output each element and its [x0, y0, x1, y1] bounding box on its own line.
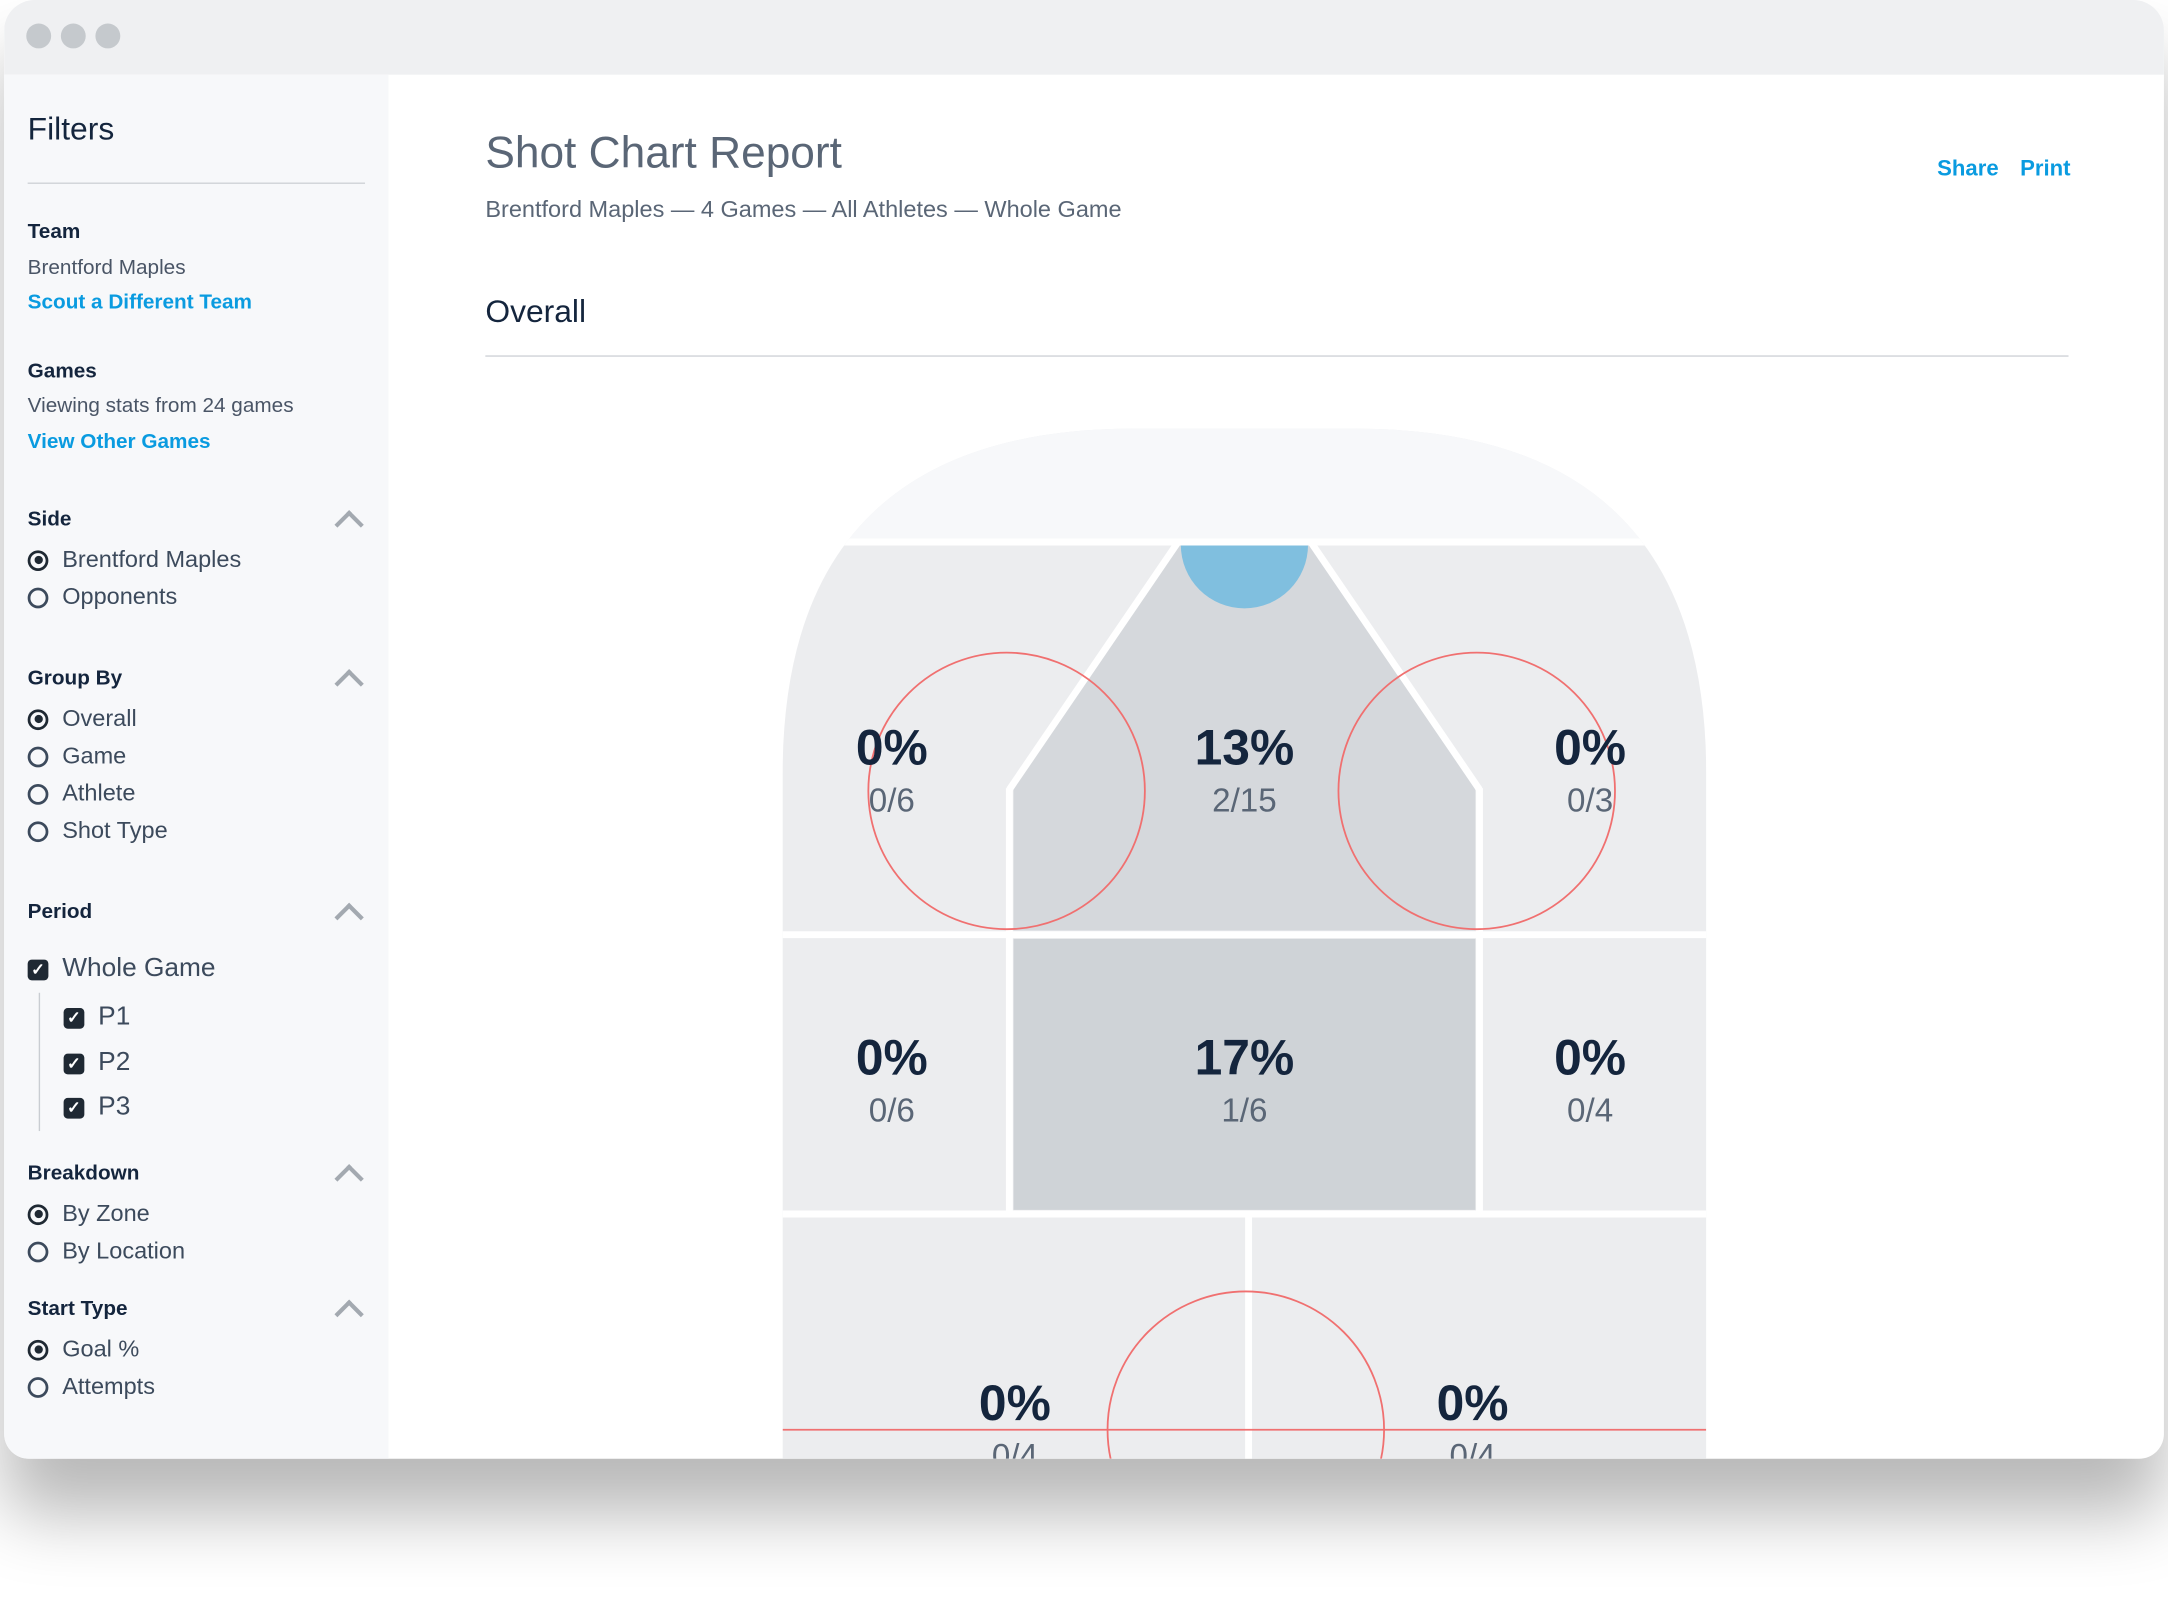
- zone-upper-slot-percentage: 13%: [1195, 720, 1295, 776]
- filters-title: Filters: [27, 110, 115, 147]
- radio-icon: [27, 586, 49, 608]
- view-other-games-link[interactable]: View Other Games: [27, 430, 211, 454]
- radio-by-zone[interactable]: By Zone: [27, 1200, 150, 1228]
- zone-slot[interactable]: [1013, 938, 1476, 1210]
- checkbox-p3[interactable]: ✓ P3: [63, 1092, 131, 1122]
- close-window-button[interactable]: [26, 23, 52, 49]
- checkbox-whole-game[interactable]: ✓ Whole Game: [27, 954, 216, 984]
- page-title: Shot Chart Report: [485, 127, 842, 177]
- checkbox-p1[interactable]: ✓ P1: [63, 1002, 131, 1032]
- radio-goal-pct[interactable]: Goal %: [27, 1335, 140, 1364]
- maximize-window-button[interactable]: [95, 23, 121, 49]
- option-label: Overall: [62, 705, 137, 732]
- checkbox-checked-icon: ✓: [63, 1007, 85, 1029]
- zone-point-right-percentage: 0%: [1437, 1375, 1509, 1431]
- radio-group-athlete[interactable]: Athlete: [27, 779, 136, 808]
- zone-mid-left-percentage: 0%: [856, 1029, 928, 1085]
- option-label: By Zone: [62, 1200, 150, 1227]
- option-label: Opponents: [62, 583, 178, 610]
- zone-point-left-attempts: 0/4: [992, 1438, 1038, 1459]
- share-button[interactable]: Share: [1937, 157, 1999, 182]
- option-label: P2: [98, 1048, 131, 1078]
- checkbox-checked-icon: ✓: [63, 1097, 85, 1118]
- filters-sidebar: Filters Team Brentford Maples Scout a Di…: [4, 74, 389, 1459]
- checkbox-p2[interactable]: ✓ P2: [63, 1048, 131, 1078]
- title-bar: [4, 0, 2164, 75]
- faceoff-circle-right: [1337, 651, 1616, 931]
- option-label: Shot Type: [62, 817, 168, 844]
- radio-icon: [27, 745, 49, 767]
- radio-by-location[interactable]: By Location: [27, 1237, 186, 1266]
- goal-crease: [1180, 544, 1309, 609]
- minimize-window-button[interactable]: [60, 23, 86, 49]
- zone-upper-left-percentage: 0%: [856, 720, 928, 776]
- zone-slot-attempts: 1/6: [1221, 1092, 1267, 1129]
- checkbox-checked-icon: ✓: [63, 1052, 85, 1074]
- games-value: Viewing stats from 24 games: [27, 394, 294, 418]
- radio-selected-icon: [27, 1339, 49, 1360]
- zone-upper-left-attempts: 0/6: [869, 783, 915, 820]
- radio-selected-icon: [27, 708, 49, 730]
- option-label: By Location: [62, 1237, 186, 1264]
- radio-attempts[interactable]: Attempts: [27, 1373, 155, 1401]
- section-title: Overall: [485, 293, 587, 330]
- checkbox-checked-icon: ✓: [27, 958, 49, 980]
- option-label: Athlete: [62, 779, 136, 807]
- zone-upper-slot[interactable]: [1013, 544, 1476, 931]
- group-by-label: Group By: [27, 666, 123, 690]
- faceoff-circle-left: [867, 651, 1146, 931]
- app-window: Filters Team Brentford Maples Scout a Di…: [4, 0, 2164, 1459]
- radio-selected-icon: [27, 549, 49, 571]
- radio-selected-icon: [27, 1203, 49, 1225]
- radio-icon: [27, 820, 49, 842]
- divider: [27, 182, 366, 184]
- games-label: Games: [27, 359, 97, 384]
- zone-mid-right-attempts: 0/4: [1567, 1092, 1613, 1129]
- option-label: Whole Game: [62, 954, 216, 984]
- tree-line: [38, 992, 41, 1132]
- zone-point-left-percentage: 0%: [979, 1375, 1051, 1431]
- option-label: Game: [62, 742, 127, 769]
- start-type-label: Start Type: [27, 1296, 128, 1321]
- zone-upper-right-attempts: 0/3: [1567, 783, 1613, 820]
- option-label: Attempts: [62, 1373, 155, 1400]
- zone-slot-percentage: 17%: [1195, 1029, 1295, 1085]
- radio-group-game[interactable]: Game: [27, 742, 127, 771]
- print-button[interactable]: Print: [2020, 157, 2071, 182]
- radio-icon: [27, 1376, 49, 1398]
- radio-group-shot-type[interactable]: Shot Type: [27, 817, 168, 845]
- behind-net-area: [782, 428, 1707, 541]
- zone-mid-right-percentage: 0%: [1554, 1029, 1626, 1085]
- side-label: Side: [27, 507, 72, 531]
- option-label: P1: [98, 1002, 131, 1032]
- team-value: Brentford Maples: [27, 255, 186, 280]
- radio-icon: [27, 1240, 49, 1262]
- zone-upper-slot-attempts: 2/15: [1212, 783, 1277, 820]
- scout-different-team-link[interactable]: Scout a Different Team: [27, 290, 253, 314]
- team-label: Team: [27, 219, 81, 244]
- zone-upper-right-percentage: 0%: [1554, 720, 1626, 776]
- radio-side-brentford[interactable]: Brentford Maples: [27, 546, 242, 574]
- zone-point-right-attempts: 0/4: [1450, 1438, 1496, 1459]
- radio-group-overall[interactable]: Overall: [27, 705, 137, 733]
- radio-icon: [27, 783, 49, 805]
- breakdown-label: Breakdown: [27, 1161, 140, 1185]
- option-label: Brentford Maples: [62, 546, 242, 573]
- zone-boundaries: [782, 538, 1707, 1459]
- option-label: Goal %: [62, 1335, 140, 1362]
- option-label: P3: [98, 1092, 131, 1122]
- section-divider: [485, 355, 2069, 357]
- zone-mid-left-attempts: 0/6: [869, 1092, 915, 1129]
- radio-side-opponents[interactable]: Opponents: [27, 583, 178, 611]
- report-subtitle: Brentford Maples — 4 Games — All Athlete…: [485, 196, 1122, 223]
- period-label: Period: [27, 900, 93, 924]
- shot-chart-rink: 0% 0/6 13% 2/15 0% 0/3 0% 0/6 17% 1/6 0% 0/4 0% 0/4 0%…: [782, 428, 1707, 1459]
